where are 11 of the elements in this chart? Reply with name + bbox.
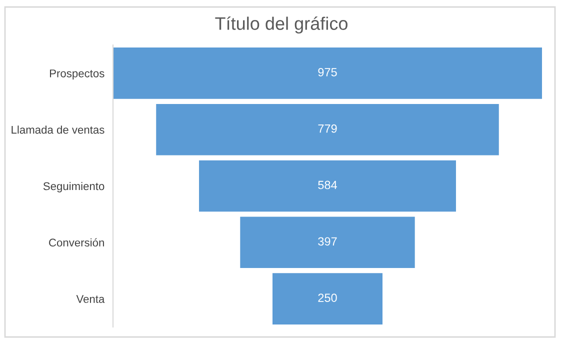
category-label: Seguimiento xyxy=(43,182,104,192)
data-label: 975 xyxy=(318,68,337,76)
data-label: 250 xyxy=(318,294,337,302)
text: Título del gráfico xyxy=(215,16,348,34)
data-label: 584 xyxy=(318,180,338,190)
data-label: 779 xyxy=(318,124,337,133)
category-label: Prospectos xyxy=(50,70,104,80)
category-label: Llamada de ventas xyxy=(12,126,104,134)
category-label: Venta xyxy=(76,295,105,303)
category-label: Conversión xyxy=(49,238,104,247)
data-label: 397 xyxy=(318,237,337,246)
